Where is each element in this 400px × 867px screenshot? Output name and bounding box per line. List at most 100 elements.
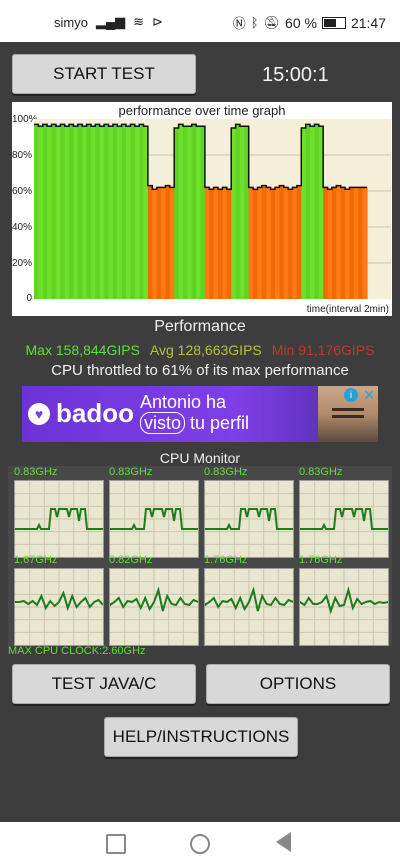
graph-bar [358,187,364,299]
graph-bar [99,126,105,299]
ad-line2: tu perfil [190,413,250,433]
carrier-label: simyo [54,14,88,30]
graph-bar [261,185,267,299]
cpu-core-frequency: 0.83GHz [299,466,343,478]
performance-graph: performance over time graph 100% 80% 60%… [12,102,392,316]
ad-brand: badoo [56,398,134,428]
cpu-core-chart [299,480,389,558]
graph-bar [226,189,232,299]
cpu-core-chart [204,480,294,558]
ad-banner[interactable]: ♥ badoo Antonio ha visto tu perfil i ✕ [22,386,378,442]
graph-bar [314,124,320,300]
graph-bar [38,126,44,299]
graph-bar [253,189,259,299]
ad-info-icon[interactable]: i [344,388,358,402]
mute-icon: 🔕︎ [263,14,281,30]
graph-bar [121,124,127,300]
graph-bar [353,187,359,299]
graph-bar [318,126,324,299]
graph-bar [77,124,83,300]
options-button[interactable]: OPTIONS [206,664,390,704]
app-content: START TEST 15:00:1 performance over time… [0,42,400,822]
bluetooth-icon: ᛒ [250,15,259,30]
graph-bar [270,189,276,299]
graph-bar [73,126,79,299]
graph-bar [60,124,66,300]
cpu-core-chart [109,568,199,646]
performance-title: Performance [154,318,246,335]
graph-bar [47,126,53,299]
cpu-load-line [14,590,104,612]
graph-svg [34,123,391,300]
graph-bar [69,124,75,300]
test-java-c-button[interactable]: TEST JAVA/C [12,664,196,704]
avg-gips: Avg 128,663GIPS [149,342,262,358]
help-instructions-button[interactable]: HELP/INSTRUCTIONS [104,717,298,757]
cpu-load-line [300,508,388,530]
cpu-core-chart [14,568,104,646]
graph-bar [34,124,39,300]
ad-line1: Antonio ha [140,392,227,412]
ad-highlight: visto [140,412,186,434]
graph-bar [274,187,280,299]
graph-title: performance over time graph [118,103,286,118]
graph-bar [156,187,162,299]
ad-logo: ♥ badoo [28,398,134,429]
badoo-heart-icon: ♥ [28,402,50,425]
graph-bar [292,187,298,299]
graph-bar [310,126,316,299]
cpu-core-frequency: 0.83GHz [14,466,58,478]
graph-bar [143,126,149,299]
cpu-load-line [110,508,198,530]
graph-bar [126,126,131,299]
graph-bar [349,187,355,299]
graph-bar [104,124,110,300]
recents-button[interactable] [106,834,126,854]
y-tick-20: 20% [12,258,33,269]
cpu-load-line [205,508,293,530]
graph-bar [90,126,96,299]
graph-bar [331,187,337,299]
graph-bar [64,126,70,299]
cpu-core-frequency: 0.83GHz [109,466,153,478]
graph-bar [134,126,140,299]
graph-bar [117,126,123,299]
graph-bar [244,126,250,299]
start-test-button[interactable]: START TEST [12,54,196,94]
ad-message: Antonio ha visto tu perfil [140,392,249,434]
graph-bar [340,187,346,299]
graph-bar [187,126,193,299]
graph-bar [257,187,263,299]
performance-line [34,123,367,190]
test-timer: 15:00:1 [262,64,329,86]
graph-bar [239,126,245,299]
graph-bar [191,124,197,300]
graph-bar [108,126,114,299]
y-tick-80: 80% [12,150,33,161]
cpu-core-frequency: 0.82GHz [109,554,153,566]
graph-bar [231,128,237,299]
y-tick-100: 100% [12,114,38,125]
graph-bar [200,126,206,299]
home-button[interactable] [190,834,210,854]
graph-bar [95,124,101,300]
graph-bar [152,189,158,299]
graph-bar [213,187,219,299]
cpu-core-frequency: 0.83GHz [204,466,248,478]
cpu-core-frequency: 1.76GHz [299,554,343,566]
cpu-load-line [109,586,199,612]
throttle-text: CPU throttled to 61% of its max performa… [51,362,349,379]
graph-bar [182,126,188,299]
navigation-bar [0,822,400,867]
back-button[interactable] [276,832,291,852]
cpu-core-chart [204,568,294,646]
graph-bar [178,124,184,300]
ad-close-icon[interactable]: ✕ [363,387,375,403]
cpu-core-chart [109,480,199,558]
battery-percent: 60 % [285,14,317,31]
wifi-icon: ≋ [133,14,145,29]
graph-bar [139,124,145,300]
graph-bar [345,189,351,299]
graph-bar [279,185,285,299]
graph-bar [174,128,180,299]
